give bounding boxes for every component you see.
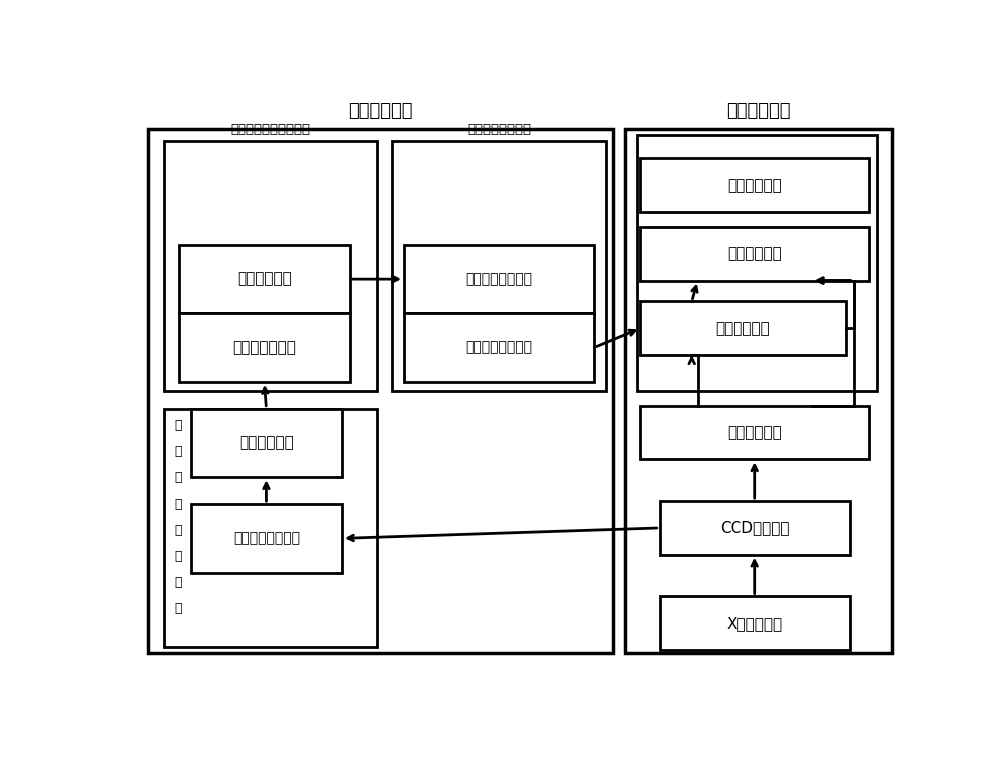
Text: 离线标定系统: 离线标定系统 — [349, 101, 413, 120]
Bar — [164, 409, 377, 647]
Text: 噪: 噪 — [174, 550, 181, 563]
Text: 畸变特性研究系统: 畸变特性研究系统 — [467, 123, 531, 135]
Bar — [404, 245, 594, 313]
Bar — [404, 313, 594, 382]
Text: 去: 去 — [174, 524, 181, 537]
Text: 在线矫正系统: 在线矫正系统 — [726, 101, 791, 120]
Bar — [179, 245, 350, 313]
Text: 图像去噪模块: 图像去噪模块 — [239, 436, 294, 450]
Text: 畸变参数计算模块: 畸变参数计算模块 — [465, 272, 532, 286]
Bar — [191, 409, 342, 478]
Text: 标定图像角点提取系统: 标定图像角点提取系统 — [230, 123, 310, 135]
Text: 统: 统 — [174, 602, 181, 615]
Text: 系: 系 — [174, 577, 181, 589]
Text: 角点精确模块: 角点精确模块 — [237, 272, 292, 286]
Bar — [392, 141, 606, 391]
Bar — [191, 504, 342, 573]
Bar — [660, 501, 850, 555]
Bar — [640, 159, 869, 212]
Bar — [148, 128, 613, 653]
Bar — [640, 406, 869, 460]
Text: 定: 定 — [174, 445, 181, 458]
Text: 图像矫正模块: 图像矫正模块 — [727, 246, 782, 262]
Bar — [164, 141, 377, 391]
Text: X射线增强器: X射线增强器 — [727, 616, 783, 631]
Text: 标定图像输入模块: 标定图像输入模块 — [233, 532, 300, 546]
Bar — [640, 227, 869, 281]
Text: 参数输入模块: 参数输入模块 — [716, 320, 770, 336]
Bar — [179, 313, 350, 382]
Text: 图: 图 — [174, 471, 181, 485]
Text: CCD感光电路: CCD感光电路 — [720, 520, 789, 536]
Text: 图像矫正系统: 图像矫正系统 — [727, 178, 782, 193]
Text: 图像输入模块: 图像输入模块 — [727, 425, 782, 440]
Text: 标: 标 — [174, 419, 181, 432]
Text: 畸变映射计算模块: 畸变映射计算模块 — [465, 341, 532, 354]
Text: 初角点确定模块: 初角点确定模块 — [233, 340, 296, 355]
Text: 像: 像 — [174, 498, 181, 511]
Bar — [625, 128, 892, 653]
Bar — [640, 301, 846, 355]
Bar — [637, 135, 877, 391]
Bar — [660, 597, 850, 650]
